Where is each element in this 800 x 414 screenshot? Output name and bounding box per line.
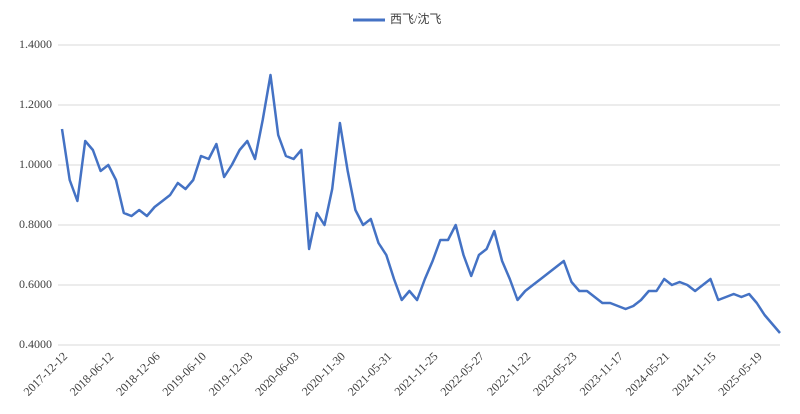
x-tick-label: 2019-12-03 — [206, 349, 255, 398]
x-tick-label: 2017-12-12 — [21, 349, 70, 398]
x-tick-label: 2022-05-27 — [437, 349, 486, 398]
y-tick-label: 0.8000 — [19, 217, 52, 231]
y-tick-label: 1.0000 — [19, 157, 52, 171]
x-tick-label: 2021-05-31 — [345, 349, 394, 398]
y-tick-label: 0.6000 — [19, 277, 52, 291]
x-tick-label: 2018-06-12 — [67, 349, 116, 398]
x-tick-label: 2019-06-10 — [160, 349, 209, 398]
x-tick-label: 2023-05-23 — [530, 349, 579, 398]
legend: 西飞/沈飞 — [353, 11, 441, 26]
x-tick-label: 2022-11-22 — [484, 349, 533, 398]
x-tick-label: 2024-11-15 — [669, 349, 718, 398]
x-tick-label: 2020-11-30 — [299, 349, 348, 398]
series-line — [60, 73, 781, 334]
y-tick-label: 1.4000 — [19, 37, 52, 51]
y-tick-label: 0.4000 — [19, 337, 52, 351]
y-tick-label: 1.2000 — [19, 97, 52, 111]
x-tick-label: 2025-05-19 — [715, 349, 764, 398]
x-tick-label: 2024-05-21 — [623, 349, 672, 398]
x-tick-label: 2018-12-06 — [113, 349, 162, 398]
x-tick-label: 2020-06-03 — [252, 349, 301, 398]
x-tick-label: 2023-11-17 — [577, 349, 626, 398]
x-tick-label: 2021-11-25 — [391, 349, 440, 398]
legend-label: 西飞/沈飞 — [390, 11, 441, 26]
